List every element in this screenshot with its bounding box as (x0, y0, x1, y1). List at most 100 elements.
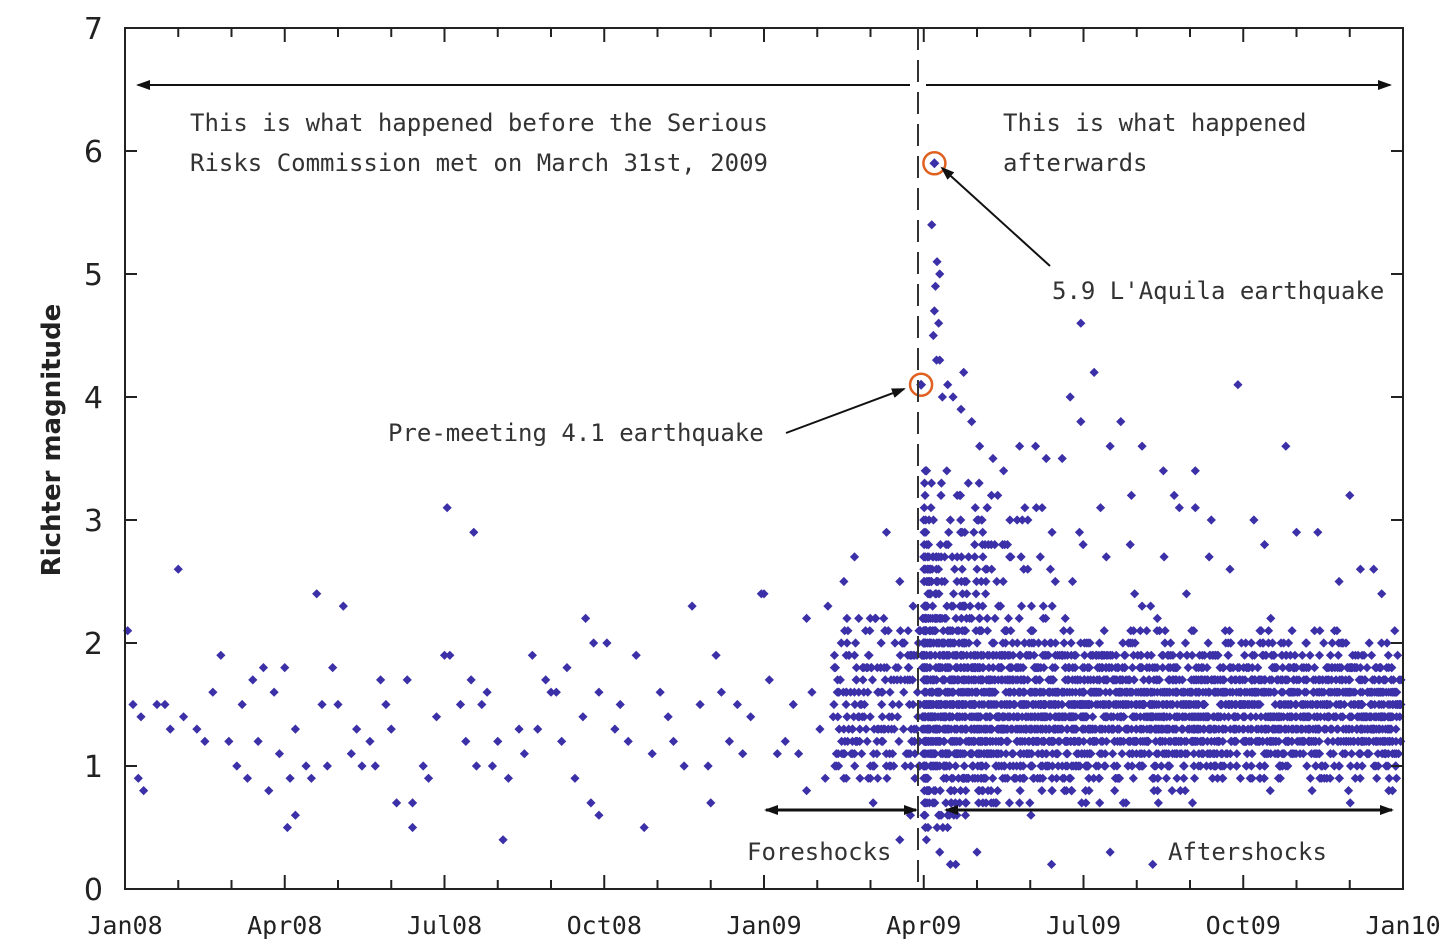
quake-point (1181, 589, 1192, 599)
quake-point (1345, 761, 1356, 771)
quake-point (1384, 773, 1394, 783)
quake-point (915, 626, 925, 636)
quake-point (922, 663, 932, 673)
quake-point (1187, 650, 1197, 660)
quake-point (1113, 699, 1123, 710)
quake-point (839, 724, 849, 734)
quake-point (807, 687, 817, 697)
quake-point (999, 724, 1010, 734)
quake-point (956, 527, 967, 537)
quake-point (232, 761, 242, 771)
quake-point (1146, 601, 1156, 611)
quake-point (322, 761, 332, 771)
quake-point (1226, 638, 1236, 648)
quake-point (829, 699, 839, 710)
quake-point (1110, 786, 1120, 796)
quake-point (1327, 724, 1337, 734)
quake-point (1105, 699, 1115, 710)
quake-point (1041, 453, 1051, 464)
quake-point (1377, 589, 1387, 599)
quake-point (1177, 724, 1187, 734)
quake-point (1277, 675, 1287, 685)
quake-point (1142, 626, 1152, 636)
quake-point (967, 417, 977, 427)
quake-point (1170, 687, 1180, 697)
quake-point (940, 613, 950, 623)
quake-point (1123, 761, 1133, 771)
quake-point (1284, 736, 1294, 746)
quake-point (1215, 675, 1226, 685)
quake-point (1309, 626, 1320, 636)
quake-point (242, 773, 253, 783)
quake-point (802, 786, 812, 796)
quake-point (1231, 736, 1241, 746)
quake-point (1324, 712, 1334, 722)
quake-point (312, 589, 322, 599)
quake-point (1344, 712, 1355, 722)
quake-point (1374, 675, 1385, 685)
quake-point (1152, 626, 1162, 636)
quake-point (1012, 736, 1022, 746)
quake-point (258, 663, 269, 673)
quake-point (253, 736, 263, 746)
quake-point (1168, 699, 1178, 710)
quake-point (951, 613, 961, 623)
quake-point (876, 638, 886, 648)
quake-point (928, 330, 938, 341)
quake-point (1229, 712, 1240, 722)
quake-point (944, 638, 954, 648)
y-tick-label: 2 (84, 627, 103, 662)
quake-point (981, 576, 991, 587)
quake-point (926, 478, 937, 488)
quake-point (1239, 650, 1250, 660)
quake-point (920, 810, 930, 820)
quake-point (352, 724, 362, 734)
quake-point (519, 749, 529, 759)
quake-point (1187, 798, 1198, 808)
quake-point (557, 736, 567, 746)
quake-point (962, 589, 972, 599)
quake-point (1091, 736, 1102, 746)
quake-point (920, 601, 930, 611)
quake-point (1332, 724, 1342, 734)
quake-point (1191, 712, 1201, 722)
quake-point (1334, 576, 1344, 587)
quake-point (1354, 675, 1364, 685)
quake-point (1253, 663, 1263, 673)
quake-point (1361, 736, 1371, 746)
quake-point (780, 736, 790, 746)
quake-point (1249, 699, 1260, 710)
quake-point (882, 773, 892, 783)
quake-point (1053, 687, 1064, 697)
quake-point (1159, 552, 1169, 562)
quake-point (971, 589, 981, 599)
quake-point (663, 712, 673, 722)
quake-point (970, 552, 980, 562)
quake-point (948, 773, 958, 783)
quake-point (514, 724, 524, 734)
quake-point (1388, 699, 1398, 710)
quake-point (1121, 724, 1131, 734)
quake-point (1305, 736, 1315, 746)
quake-point (942, 466, 952, 476)
quake-point (1047, 527, 1057, 537)
quake-point (333, 699, 343, 710)
x-tick-label: Apr08 (247, 911, 322, 940)
quake-point (860, 626, 871, 636)
quake-point (1202, 736, 1213, 746)
quake-point (1380, 724, 1391, 734)
quake-point (746, 712, 756, 722)
quake-point (711, 650, 721, 660)
quake-point (1005, 552, 1015, 562)
quake-point (1355, 687, 1365, 697)
quake-point (1119, 663, 1129, 673)
quake-point (1037, 761, 1048, 771)
quake-point (1105, 650, 1115, 660)
quake-point (703, 761, 713, 771)
quake-point (1281, 724, 1291, 734)
quake-point (930, 786, 940, 796)
quake-point (956, 404, 966, 414)
quake-point (1251, 687, 1262, 697)
quake-point (920, 490, 930, 500)
quake-point (861, 724, 871, 734)
